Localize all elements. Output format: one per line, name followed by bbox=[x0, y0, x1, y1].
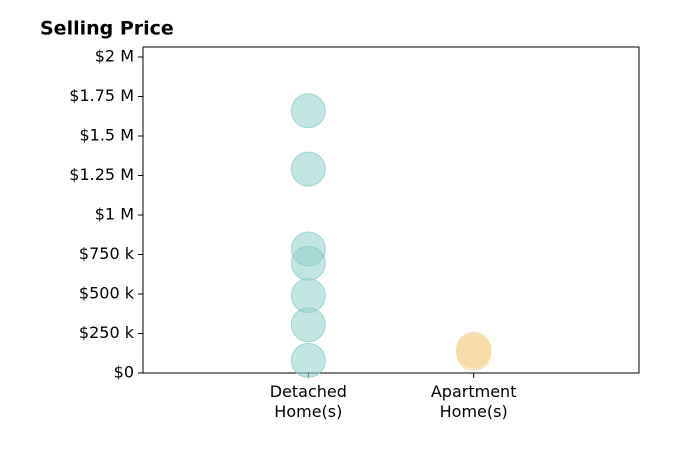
y-tick-label: $500 k bbox=[79, 284, 135, 303]
x-tick-label: Detached Home(s) bbox=[270, 382, 347, 421]
point bbox=[290, 93, 326, 129]
y-tick-label: $1.5 M bbox=[79, 126, 134, 145]
point bbox=[456, 335, 492, 371]
y-tick-label: $250 k bbox=[79, 323, 135, 342]
point bbox=[290, 307, 326, 343]
y-tick-label: $0 bbox=[114, 363, 134, 382]
point bbox=[290, 151, 326, 187]
chart-title: Selling Price bbox=[40, 18, 174, 40]
x-tick-label: Apartment Home(s) bbox=[431, 382, 517, 421]
y-tick-label: $1.25 M bbox=[69, 165, 134, 184]
y-tick-label: $750 k bbox=[79, 244, 135, 263]
point bbox=[290, 245, 326, 281]
point bbox=[290, 342, 326, 378]
y-tick-label: $2 M bbox=[95, 47, 134, 66]
y-tick-label: $1 M bbox=[95, 205, 134, 224]
plot-frame bbox=[142, 46, 640, 374]
y-tick-label: $1.75 M bbox=[69, 86, 134, 105]
